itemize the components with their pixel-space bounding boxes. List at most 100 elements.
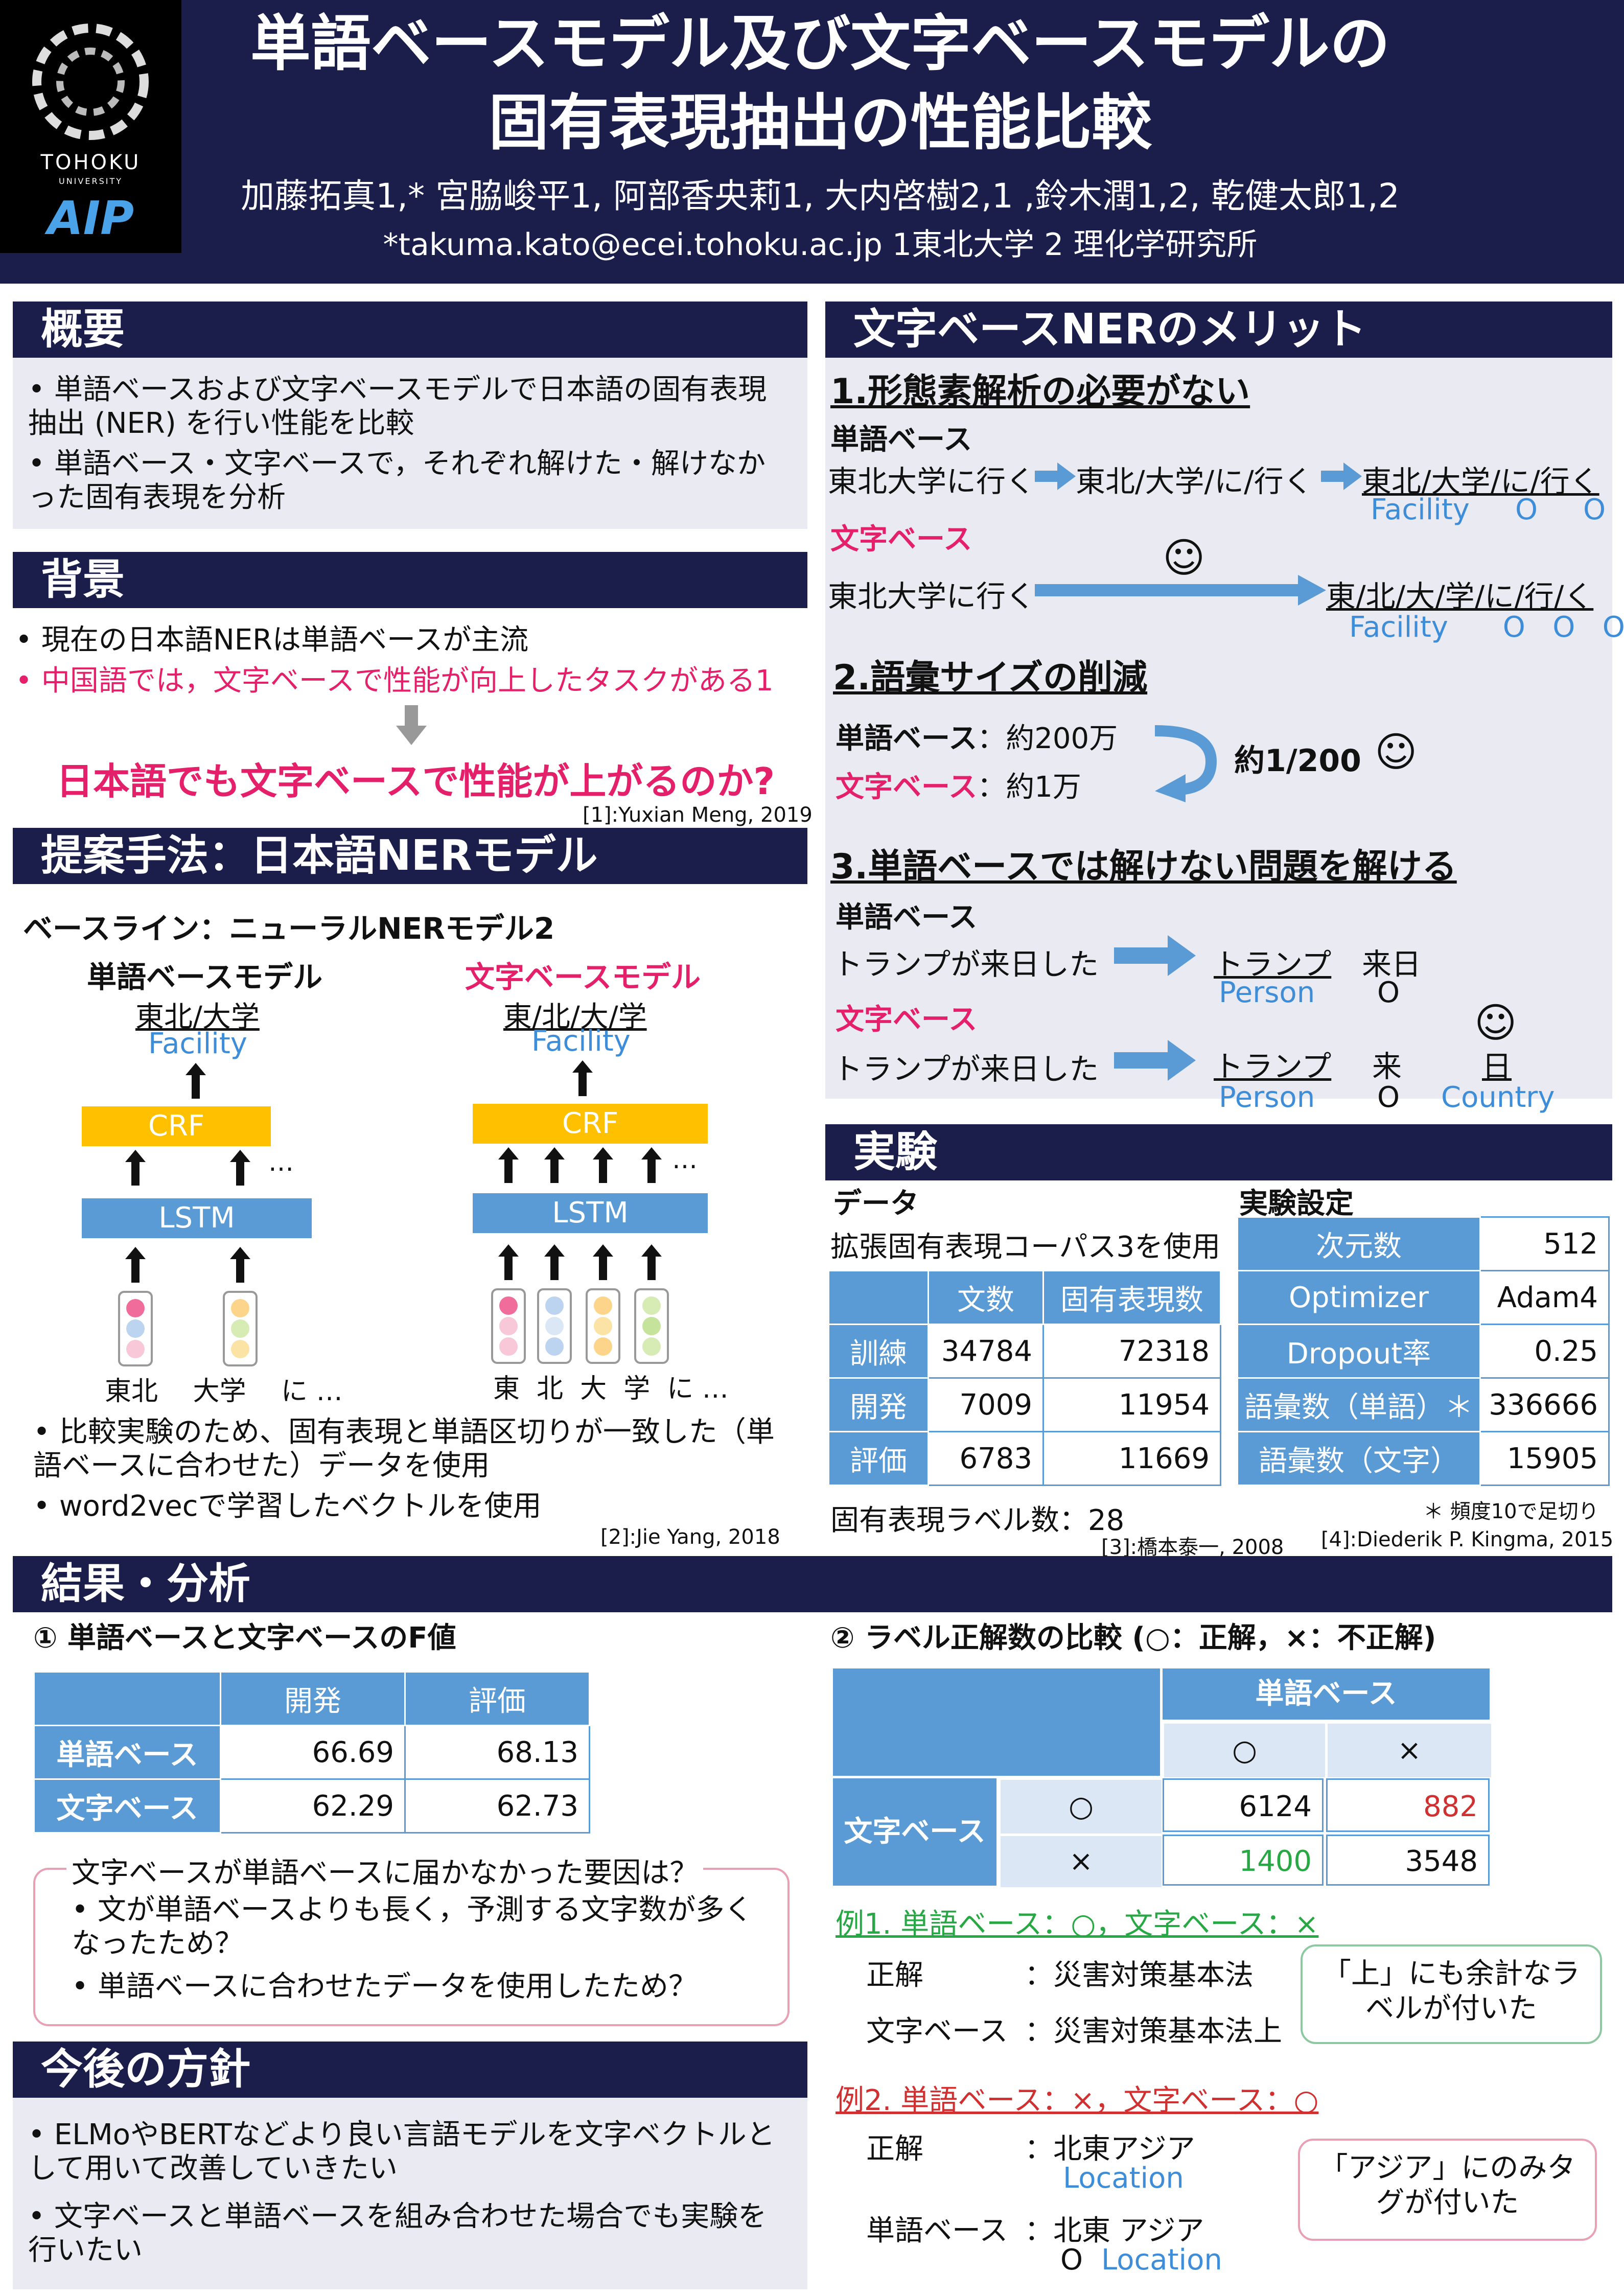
why-item-1: • 文が単語ベースよりも長く，予測する文字数が多くなったため？ xyxy=(72,1893,753,1960)
word-dots: … xyxy=(268,1147,294,1177)
table-cell: 次元数 xyxy=(1237,1216,1481,1271)
table-header-cell: 開発 xyxy=(220,1671,406,1726)
merit-word-label-3: 単語ベース xyxy=(836,901,978,934)
table-row: 語彙数（文字） 15905 xyxy=(1237,1431,1610,1486)
char-dots: … xyxy=(672,1145,698,1174)
right-arrow-icon xyxy=(1321,462,1362,490)
right-arrow-icon xyxy=(1035,462,1076,490)
table-cell: 単語ベース xyxy=(33,1725,221,1780)
merit-panel xyxy=(825,358,1612,1099)
word-output-tag: Facility xyxy=(148,1027,247,1060)
label-count: 固有表現ラベル数：28 xyxy=(830,1504,1125,1537)
merit-word-label-1: 単語ベース xyxy=(830,423,972,456)
table-cell: 15905 xyxy=(1479,1431,1610,1486)
method-bullet-1: • 比較実験のため、固有表現と単語区切りが一致した（単語ベースに合わせた）データ… xyxy=(33,1416,775,1482)
m1-word-tags: Facility O O xyxy=(1371,493,1606,526)
table-cell: Optimizer xyxy=(1237,1270,1481,1325)
results-sub2: ② ラベル正解数の比較 (○：正解，×：不正解) xyxy=(830,1621,1436,1655)
word-lstm-layer: LSTM xyxy=(82,1198,312,1238)
word-vector-icon xyxy=(223,1291,258,1366)
cm-word-o: ○ xyxy=(1163,1722,1327,1779)
table-cell: 66.69 xyxy=(220,1725,406,1780)
experiment-title: 実験 xyxy=(825,1124,1612,1180)
cm-word-header: 単語ベース xyxy=(1163,1668,1490,1720)
m1-word-input: 東北大学に行く xyxy=(828,464,1036,499)
table-cell: 7009 xyxy=(927,1377,1044,1432)
ex1-note: 「上」にも余計なラベルが付いた xyxy=(1301,1944,1602,2044)
ex2-word-tag: Location xyxy=(1101,2243,1222,2277)
merit-h1: 1.形態素解析の必要がない xyxy=(830,372,1250,412)
logo-text: TOHOKU xyxy=(40,151,141,174)
char-vector-icon xyxy=(634,1288,669,1364)
ex2-gold-label: 正解 xyxy=(866,2132,923,2166)
char-model-label: 文字ベースモデル xyxy=(465,960,701,994)
m3-char-out-3: 日 xyxy=(1482,1049,1512,1084)
table-cell: 0.25 xyxy=(1479,1324,1610,1379)
up-arrow-icon xyxy=(230,1150,250,1186)
m1-char-tags: Facility O O O xyxy=(1349,611,1624,644)
char-vector-icon xyxy=(537,1288,572,1364)
overview-title: 概要 xyxy=(13,302,807,358)
f-score-table: 開発 評価 単語ベース 66.69 68.13 文字ベース 62.29 62.7… xyxy=(33,1671,590,1834)
up-arrow-icon xyxy=(544,1244,565,1280)
table-cell: 68.13 xyxy=(404,1725,590,1780)
ex2-title: 例2. 単語ベース：×，文字ベース：○ xyxy=(836,2084,1319,2117)
table-header-cell: 固有表現数 xyxy=(1042,1270,1221,1325)
ex2-gold-tag: Location xyxy=(1063,2162,1184,2195)
up-arrow-icon xyxy=(125,1247,146,1283)
table-row: 評価 6783 11669 xyxy=(828,1431,1221,1486)
vocab-word: 単語ベース：約200万 xyxy=(836,722,1118,755)
m1-char-input: 東北大学に行く xyxy=(828,579,1036,614)
char-output: 東/北/大/学 xyxy=(503,1001,647,1034)
table-row: 文数 固有表現数 xyxy=(828,1270,1221,1325)
cm-char-o: ○ xyxy=(999,1778,1163,1835)
cm-cell-xx: 3548 xyxy=(1326,1835,1490,1886)
why-item-2: • 単語ベースに合わせたデータを使用したため？ xyxy=(72,1970,698,2003)
table-cell: 62.73 xyxy=(404,1778,590,1834)
table-cell: 336666 xyxy=(1479,1377,1610,1432)
table-cell: 語彙数（単語）＊ xyxy=(1237,1377,1481,1432)
future-item-2: • 文字ベースと単語ベースを組み合わせた場合でも実験を行いたい xyxy=(28,2200,767,2267)
up-arrow-icon xyxy=(498,1147,519,1183)
curved-arrow-icon xyxy=(1154,725,1217,802)
future-panel: • ELMoやBERTなどより良い言語モデルを文字ベクトルとして用いて改善してい… xyxy=(13,2098,807,2289)
cm-corner xyxy=(833,1668,1160,1776)
up-arrow-icon xyxy=(572,1060,593,1096)
logo-subtext: UNIVERSITY xyxy=(59,176,123,186)
cm-cell-ox: 882 xyxy=(1326,1778,1490,1832)
char-crf-layer: CRF xyxy=(473,1104,708,1144)
background-item-2: • 中国語では，文字ベースで性能が向上したタスクがある1 xyxy=(15,664,774,698)
cm-cell-xo: 1400 xyxy=(1163,1835,1324,1886)
table-cell: 512 xyxy=(1479,1216,1610,1271)
ref-3: [3]:橋本泰一, 2008 xyxy=(1101,1536,1284,1559)
up-arrow-icon xyxy=(125,1150,146,1186)
affiliations: *takuma.kato@ecei.tohoku.ac.jp 1東北大学 2 理… xyxy=(383,227,1258,263)
why-box xyxy=(33,1868,790,2026)
laurel-icon xyxy=(32,24,149,140)
up-arrow-icon xyxy=(593,1147,613,1183)
ex2-word-tag-o: O xyxy=(1060,2243,1083,2277)
results-title: 結果・分析 xyxy=(13,1556,1612,1612)
why-title: 文字ベースが単語ベースに届かなかった要因は？ xyxy=(66,1850,704,1891)
cm-char-header: 文字ベース xyxy=(833,1778,996,1886)
m3-word-sentence: トランプが来日した xyxy=(833,947,1099,982)
table-cell: 6783 xyxy=(927,1431,1044,1486)
table-row: 文字ベース 62.29 62.73 xyxy=(33,1778,590,1834)
table-cell: 開発 xyxy=(828,1377,929,1432)
overview-panel: • 単語ベースおよび文字ベースモデルで日本語の固有表現抽出 (NER) を行い性… xyxy=(13,358,807,529)
table-cell: Dropout率 xyxy=(1237,1324,1481,1379)
up-arrow-icon xyxy=(230,1247,250,1283)
up-arrow-icon xyxy=(593,1244,613,1280)
ex1-char: ：災害対策基本法上 xyxy=(1025,2015,1282,2048)
ex1-gold-label: 正解 xyxy=(866,1959,923,1992)
m3-word-tag-1: Person xyxy=(1219,976,1315,1009)
m3-char-tag-2: O xyxy=(1377,1081,1400,1114)
method-title: 提案手法：日本語NERモデル xyxy=(13,828,807,884)
data-table: 文数 固有表現数 訓練 34784 72318 開発 7009 11954 評価… xyxy=(828,1270,1221,1486)
table-header-cell: 文数 xyxy=(927,1270,1044,1325)
right-arrow-icon xyxy=(1114,1040,1196,1081)
cm-cell-oo: 6124 xyxy=(1163,1778,1324,1832)
word-output: 東北/大学 xyxy=(135,1001,260,1034)
long-right-arrow-icon xyxy=(1035,575,1326,606)
table-cell: 文字ベース xyxy=(33,1778,221,1834)
